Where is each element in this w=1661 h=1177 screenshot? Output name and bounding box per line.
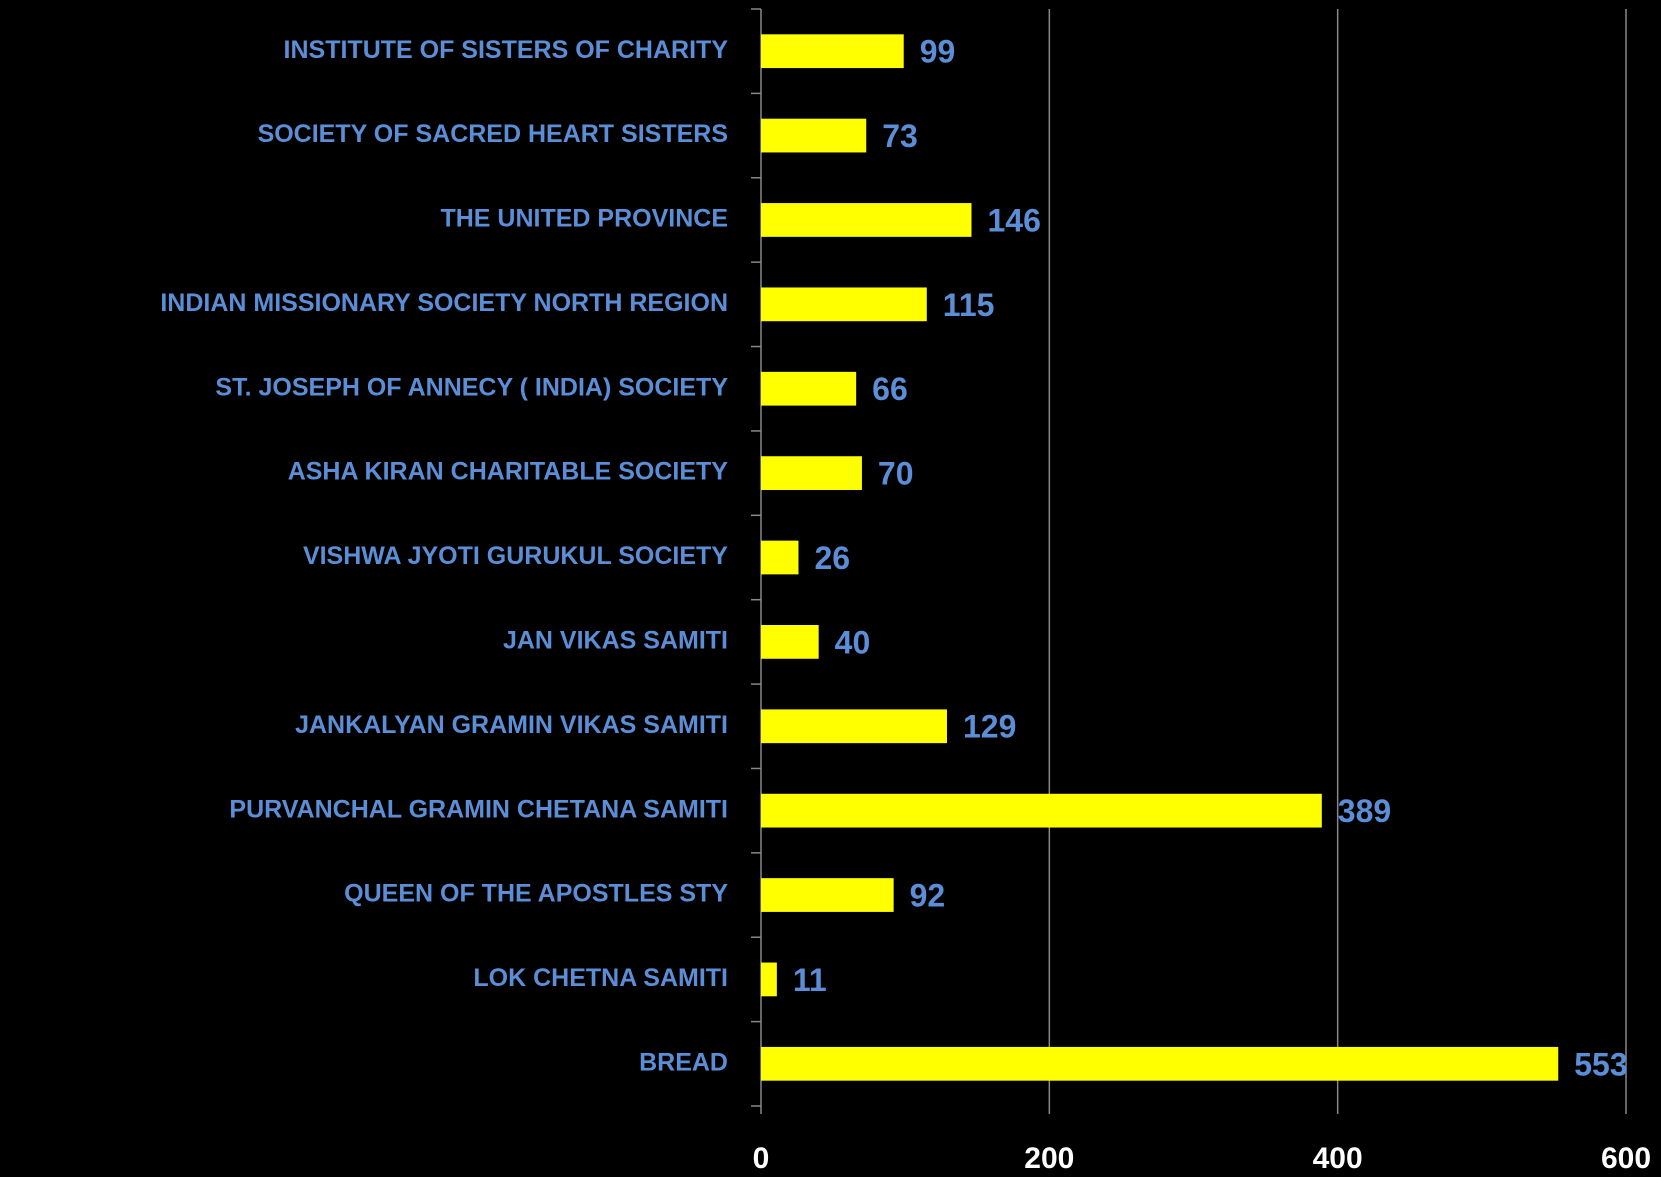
y-tick-label: BREAD: [639, 1048, 728, 1076]
bar: [761, 456, 862, 490]
y-tick-label: VISHWA JYOTI GURUKUL SOCIETY: [303, 542, 728, 570]
bar: [761, 793, 1322, 828]
value-label: 26: [814, 540, 850, 576]
y-tick-label: INDIAN MISSIONARY SOCIETY NORTH REGION: [160, 289, 728, 317]
value-label: 115: [943, 287, 995, 323]
bar: [761, 878, 894, 912]
bar: [761, 287, 927, 322]
y-tick-label: ASHA KIRAN CHARITABLE SOCIETY: [288, 458, 729, 486]
bar: [761, 203, 972, 237]
value-label: 146: [987, 202, 1040, 238]
bar: [761, 371, 857, 406]
x-tick-label: 0: [753, 1142, 770, 1175]
y-tick-label: QUEEN OF THE APOSTLES STY: [344, 880, 728, 908]
x-tick-label: 400: [1313, 1142, 1363, 1175]
y-tick-label: LOK CHETNA SAMITI: [473, 964, 728, 992]
value-label: 40: [835, 624, 871, 660]
bar: [761, 625, 819, 659]
value-label: 129: [963, 709, 1016, 745]
value-label: 389: [1338, 793, 1391, 829]
y-tick-label: PURVANCHAL GRAMIN CHETANA SAMITI: [229, 795, 728, 823]
value-label: 73: [882, 118, 918, 154]
y-tick-label: THE UNITED PROVINCE: [440, 205, 728, 233]
x-tick-label: 600: [1601, 1142, 1651, 1175]
value-label: 70: [878, 456, 914, 492]
y-tick-label: ST. JOSEPH OF ANNECY ( INDIA) SOCIETY: [215, 373, 728, 401]
bar: [761, 34, 904, 69]
y-tick-label: INSTITUTE OF SISTERS OF CHARITY: [284, 36, 729, 64]
value-label: 553: [1574, 1046, 1627, 1082]
bar: [761, 540, 799, 575]
y-tick-label: JANKALYAN GRAMIN VIKAS SAMITI: [295, 711, 728, 739]
bar: [761, 118, 867, 153]
y-tick-label: SOCIETY OF SACRED HEART SISTERS: [258, 120, 728, 148]
value-label: 11: [793, 962, 827, 998]
value-label: 66: [872, 371, 908, 407]
bar: [761, 709, 947, 744]
value-label: 99: [920, 34, 956, 70]
value-label: 92: [910, 877, 946, 913]
bar: [761, 962, 777, 997]
x-tick-label: 200: [1024, 1142, 1074, 1175]
y-tick-label: JAN VIKAS SAMITI: [503, 626, 728, 654]
bar: [761, 1046, 1559, 1081]
